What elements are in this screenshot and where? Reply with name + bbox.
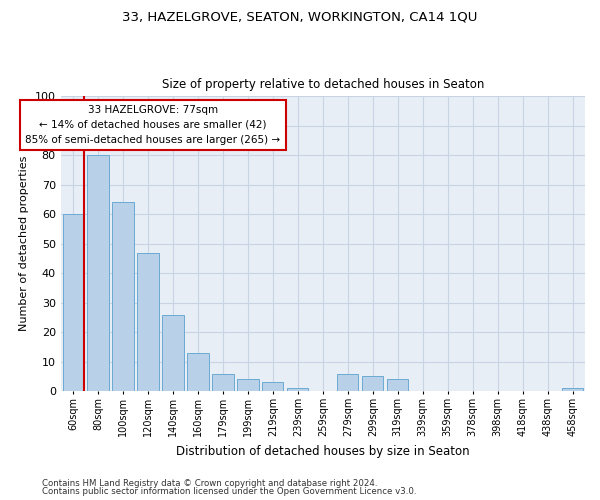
Bar — [262, 382, 283, 391]
Bar — [362, 376, 383, 391]
Bar — [562, 388, 583, 391]
Bar — [337, 374, 358, 391]
Bar — [212, 374, 233, 391]
Bar — [88, 156, 109, 391]
Bar — [62, 214, 84, 391]
Bar — [163, 314, 184, 391]
Bar — [237, 380, 259, 391]
Bar — [187, 353, 209, 391]
Text: Contains HM Land Registry data © Crown copyright and database right 2024.: Contains HM Land Registry data © Crown c… — [42, 478, 377, 488]
Bar — [137, 252, 158, 391]
Text: 33 HAZELGROVE: 77sqm
← 14% of detached houses are smaller (42)
85% of semi-detac: 33 HAZELGROVE: 77sqm ← 14% of detached h… — [25, 105, 281, 145]
Bar — [287, 388, 308, 391]
Text: Contains public sector information licensed under the Open Government Licence v3: Contains public sector information licen… — [42, 487, 416, 496]
Text: 33, HAZELGROVE, SEATON, WORKINGTON, CA14 1QU: 33, HAZELGROVE, SEATON, WORKINGTON, CA14… — [122, 10, 478, 23]
Title: Size of property relative to detached houses in Seaton: Size of property relative to detached ho… — [161, 78, 484, 91]
Y-axis label: Number of detached properties: Number of detached properties — [19, 156, 29, 332]
Bar — [387, 380, 409, 391]
Bar — [112, 202, 134, 391]
X-axis label: Distribution of detached houses by size in Seaton: Distribution of detached houses by size … — [176, 444, 470, 458]
